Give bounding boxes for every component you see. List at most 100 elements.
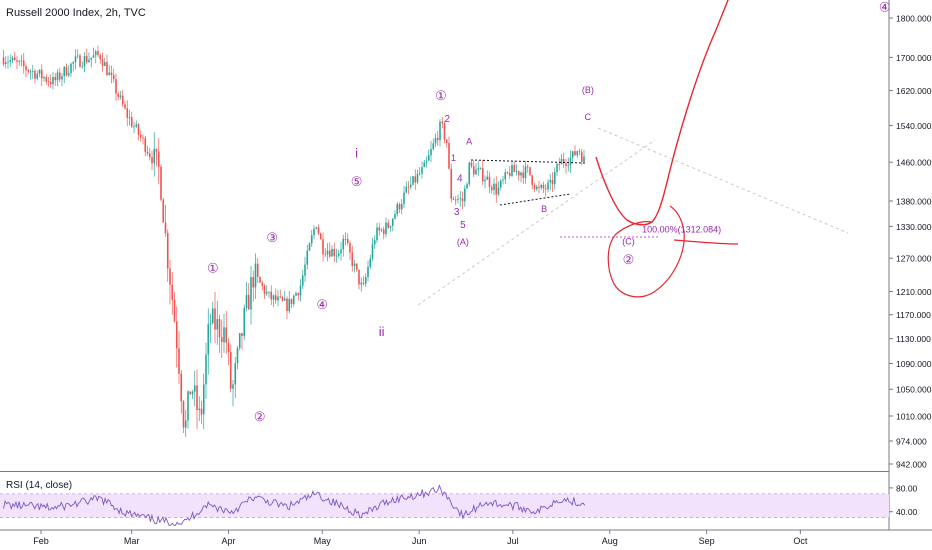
candle-body <box>459 198 462 200</box>
candle-body <box>301 275 304 286</box>
price-tick-label: 1170.000 <box>896 310 931 320</box>
candle-body <box>380 229 383 231</box>
candle-body <box>520 172 522 176</box>
price-scale-bg <box>889 0 932 550</box>
candle-body <box>220 337 223 343</box>
candle-body <box>387 222 390 228</box>
candle-body <box>180 373 183 402</box>
candle-body <box>209 323 212 325</box>
candle-body <box>515 171 518 172</box>
candle-body <box>540 184 543 188</box>
candle-body <box>531 175 534 185</box>
candle-body <box>189 391 192 395</box>
price-tick-label: 1460.000 <box>896 158 932 168</box>
candle-body <box>243 307 246 337</box>
candle-body <box>178 348 180 374</box>
rsi-tick-label: 40.00 <box>896 507 918 517</box>
candle-body <box>405 186 408 193</box>
candle-body <box>319 233 322 240</box>
candle-body <box>400 204 403 210</box>
candle-body <box>115 79 117 94</box>
candle-body <box>351 252 354 267</box>
wave-label: B <box>541 204 547 214</box>
candle-body <box>119 95 122 97</box>
candle-body <box>16 60 18 62</box>
candle-body <box>391 218 394 226</box>
candle-body <box>421 167 423 174</box>
candle-body <box>265 292 268 294</box>
candle-body <box>382 229 385 235</box>
time-tick-label: Feb <box>33 536 49 546</box>
candle-body <box>126 108 129 118</box>
candle-body <box>70 63 72 74</box>
candle-body <box>164 222 167 233</box>
wave-label: (A) <box>457 237 469 247</box>
candle-body <box>9 60 12 62</box>
candle-body <box>418 173 421 175</box>
candle-body <box>128 117 131 119</box>
candle-body <box>497 187 500 195</box>
candle-body <box>245 295 248 308</box>
candle-body <box>306 250 309 265</box>
wave-label: 5 <box>460 220 466 231</box>
wave-label: ③ <box>266 230 278 245</box>
candle-body <box>337 253 340 256</box>
candle-body <box>295 293 297 296</box>
candle-body <box>360 282 363 285</box>
candle-body <box>466 184 468 189</box>
candle-body <box>2 57 5 65</box>
candle-body <box>511 165 513 176</box>
candle-body <box>40 69 43 79</box>
candle-body <box>207 324 210 355</box>
candle-body <box>146 151 149 154</box>
rsi-band <box>0 493 889 518</box>
candle-body <box>308 243 311 251</box>
candle-body <box>495 183 498 195</box>
time-tick-label: Mar <box>124 536 140 546</box>
candle-body <box>398 204 401 210</box>
candle-body <box>425 160 428 163</box>
candle-body <box>333 248 336 256</box>
candle-body <box>229 352 232 389</box>
time-tick-label: Aug <box>602 536 618 546</box>
candle-body <box>218 319 221 338</box>
candle-body <box>346 238 349 244</box>
candle-body <box>522 172 525 179</box>
wave-label: 1 <box>451 153 456 163</box>
candle-body <box>508 173 511 176</box>
candle-body <box>326 250 329 255</box>
candle-body <box>20 60 23 62</box>
candle-body <box>288 298 291 312</box>
candle-body <box>315 227 318 229</box>
candle-body <box>216 319 219 330</box>
candle-body <box>34 70 36 79</box>
rsi-title: RSI (14, close) <box>6 480 73 491</box>
rsi-line <box>3 484 586 527</box>
candle-body <box>290 298 293 305</box>
candle-body <box>25 66 27 71</box>
wave-label: (C) <box>622 236 635 246</box>
candle-body <box>286 298 288 312</box>
time-tick-label: Jul <box>507 536 519 546</box>
candle-body <box>313 228 315 236</box>
candle-body <box>362 282 365 284</box>
candle-body <box>502 179 504 181</box>
candle-body <box>90 57 93 60</box>
candle-body <box>477 168 480 170</box>
candle-body <box>277 296 279 301</box>
resistance-trendline <box>597 127 849 234</box>
candle-body <box>376 227 378 241</box>
candle-body <box>160 166 162 200</box>
candle-body <box>139 134 142 138</box>
candle-body <box>227 342 230 353</box>
candle-body <box>76 55 79 57</box>
candle-body <box>175 321 178 349</box>
price-tick-label: 1800.000 <box>896 14 932 24</box>
candle-body <box>488 176 491 188</box>
candle-body <box>299 285 302 296</box>
wave-label: ④ <box>316 297 328 312</box>
candle-body <box>578 151 581 153</box>
wave-label: i <box>355 145 358 160</box>
